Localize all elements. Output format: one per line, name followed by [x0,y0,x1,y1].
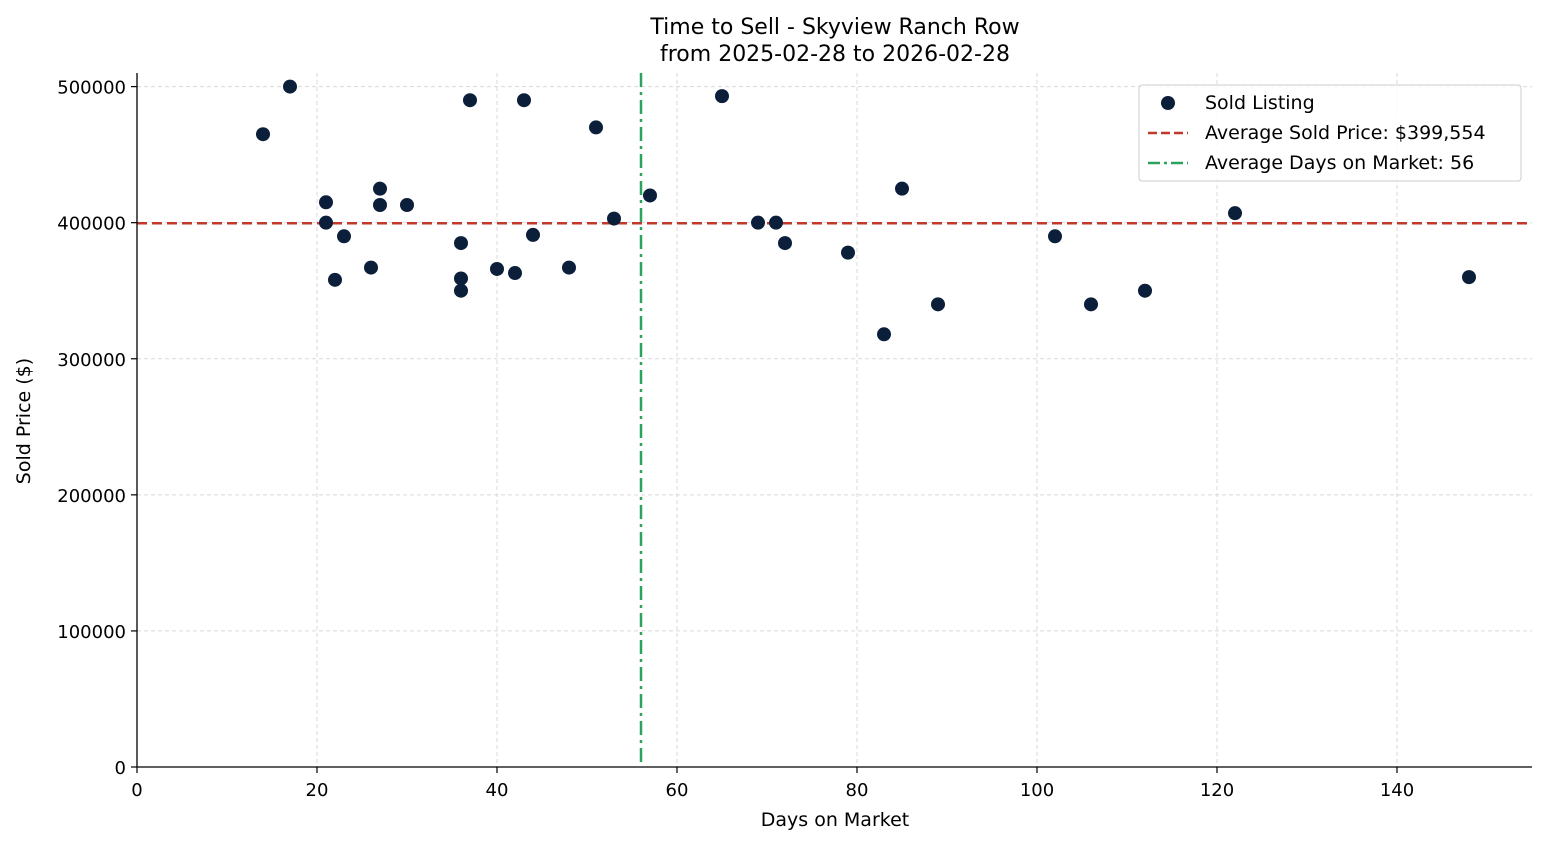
data-point [931,297,945,312]
data-point [877,327,891,342]
data-point [589,120,603,135]
legend-label-avg-price: Average Sold Price: $399,554 [1205,122,1486,144]
legend: Sold Listing Average Sold Price: $399,55… [1138,84,1522,182]
data-point [562,260,576,275]
data-point [319,195,333,210]
data-point [373,197,387,212]
y-tick-label: 100000 [57,622,126,643]
data-point [319,215,333,230]
x-tick-label: 100 [1020,780,1054,801]
data-point [454,283,468,298]
data-point [454,236,468,251]
chart-title: Time to Sell - Skyview Ranch Row [649,15,1019,40]
data-point [526,227,540,242]
x-tick-label: 20 [306,780,329,801]
data-point [841,245,855,260]
data-points [256,79,1476,342]
data-point [1048,229,1062,244]
axes: 0 20 40 60 80 100 120 140 0 100000 200000 300000 400… [57,73,1532,801]
x-tick-label: 0 [131,780,142,801]
x-axis-label: Days on Market [761,809,909,831]
data-point [1228,206,1242,221]
legend-box [1138,84,1522,182]
legend-marker-sold-listing [1161,96,1175,110]
data-point [400,197,414,212]
data-point [751,215,765,230]
data-point [715,89,729,104]
data-point [1462,270,1476,285]
x-tick-label: 140 [1380,780,1414,801]
data-point [490,261,504,276]
data-point [463,93,477,108]
data-point [517,93,531,108]
legend-label-avg-days: Average Days on Market: 56 [1205,152,1474,174]
data-point [1084,297,1098,312]
legend-label-sold-listing: Sold Listing [1205,92,1315,114]
x-tick-label: 120 [1200,780,1234,801]
x-tick-label: 60 [666,780,689,801]
x-tick-label: 80 [846,780,869,801]
data-point [373,181,387,196]
data-point [643,188,657,203]
data-point [778,236,792,251]
y-tick-label: 400000 [57,214,126,235]
data-point [454,271,468,286]
reference-lines [137,73,1532,767]
data-point [283,79,297,94]
data-point [256,127,270,142]
data-point [1138,283,1152,298]
y-tick-label: 300000 [57,350,126,371]
y-tick-label: 0 [115,758,126,779]
x-tick-label: 40 [486,780,509,801]
y-tick-label: 200000 [57,486,126,507]
data-point [607,211,621,226]
data-point [337,229,351,244]
y-tick-label: 500000 [57,78,126,99]
data-point [895,181,909,196]
y-axis-label: Sold Price ($) [13,358,35,484]
data-point [769,215,783,230]
data-point [328,272,342,287]
chart-subtitle: from 2025-02-28 to 2026-02-28 [660,42,1010,67]
data-point [364,260,378,275]
data-point [508,266,522,281]
